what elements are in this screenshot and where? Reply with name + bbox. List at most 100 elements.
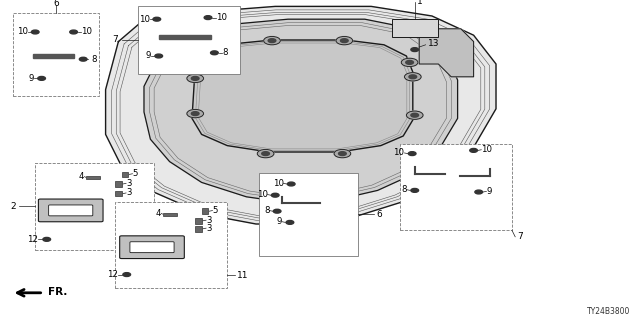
Text: 3: 3: [126, 188, 132, 197]
Polygon shape: [106, 6, 496, 224]
FancyBboxPatch shape: [38, 199, 103, 222]
Circle shape: [38, 76, 45, 80]
Text: 10: 10: [81, 28, 92, 36]
Polygon shape: [192, 40, 413, 152]
FancyBboxPatch shape: [49, 205, 93, 216]
Bar: [195, 226, 202, 232]
Text: 5: 5: [132, 169, 138, 178]
Text: 13: 13: [428, 39, 439, 48]
Polygon shape: [33, 54, 74, 58]
Circle shape: [257, 149, 274, 158]
Text: 10: 10: [257, 190, 268, 199]
Text: FR.: FR.: [48, 287, 67, 297]
Circle shape: [340, 39, 348, 43]
Bar: [138, 6, 240, 74]
Circle shape: [470, 148, 477, 152]
Circle shape: [187, 109, 204, 118]
Text: 9: 9: [486, 187, 492, 196]
Text: 10: 10: [481, 145, 492, 154]
Circle shape: [286, 220, 294, 224]
Bar: [13, 13, 99, 96]
Circle shape: [339, 152, 346, 156]
Text: 4: 4: [79, 172, 84, 181]
Circle shape: [411, 113, 419, 117]
Circle shape: [191, 76, 199, 80]
Bar: [259, 173, 358, 256]
Circle shape: [411, 48, 419, 52]
Polygon shape: [419, 29, 474, 77]
Text: 6: 6: [53, 0, 59, 8]
Circle shape: [406, 111, 423, 119]
Text: 11: 11: [237, 271, 248, 280]
Text: 6: 6: [376, 210, 382, 219]
Text: 7: 7: [113, 36, 118, 44]
Circle shape: [191, 112, 199, 116]
Circle shape: [411, 188, 419, 192]
Polygon shape: [159, 35, 211, 39]
Text: TY24B3800: TY24B3800: [587, 307, 630, 316]
Text: 3: 3: [206, 216, 212, 225]
FancyBboxPatch shape: [130, 242, 174, 252]
Text: 10: 10: [139, 15, 150, 24]
Circle shape: [31, 30, 39, 34]
Text: 8: 8: [401, 185, 407, 194]
Text: 9: 9: [277, 217, 282, 226]
Text: 3: 3: [126, 179, 132, 188]
Text: 10: 10: [17, 28, 28, 36]
Circle shape: [153, 17, 161, 21]
Text: 9: 9: [146, 52, 151, 60]
Text: 10: 10: [216, 13, 227, 22]
Circle shape: [155, 54, 163, 58]
Text: 5: 5: [212, 206, 218, 215]
Text: 8: 8: [264, 206, 269, 215]
Bar: [202, 208, 208, 214]
Circle shape: [401, 58, 418, 67]
Circle shape: [262, 152, 269, 156]
Circle shape: [70, 30, 77, 34]
Circle shape: [273, 209, 281, 213]
Circle shape: [287, 182, 295, 186]
Bar: [392, 19, 438, 37]
Bar: [195, 218, 202, 224]
Circle shape: [123, 273, 131, 276]
Circle shape: [268, 39, 276, 43]
Circle shape: [264, 36, 280, 45]
Circle shape: [187, 74, 204, 83]
Polygon shape: [144, 19, 458, 203]
Circle shape: [204, 16, 212, 20]
FancyBboxPatch shape: [120, 236, 184, 259]
Text: 10: 10: [394, 148, 404, 157]
Text: 2: 2: [10, 202, 16, 211]
Bar: [35, 163, 154, 250]
Circle shape: [475, 190, 483, 194]
Circle shape: [43, 237, 51, 241]
Circle shape: [79, 57, 87, 61]
Text: 8: 8: [222, 48, 228, 57]
Circle shape: [196, 58, 213, 67]
Bar: [115, 202, 227, 288]
Circle shape: [409, 75, 417, 79]
Circle shape: [406, 60, 413, 64]
Text: 1: 1: [417, 0, 422, 6]
Bar: [122, 172, 128, 177]
Circle shape: [201, 60, 209, 64]
Text: 12: 12: [28, 235, 38, 244]
Circle shape: [334, 149, 351, 158]
Bar: [86, 176, 100, 179]
Text: 10: 10: [273, 179, 284, 188]
Text: 4: 4: [156, 209, 161, 218]
Text: 3: 3: [206, 224, 212, 233]
Bar: [115, 191, 122, 196]
Bar: [163, 213, 177, 216]
Text: 7: 7: [517, 232, 523, 241]
Circle shape: [336, 36, 353, 45]
Text: 9: 9: [29, 74, 34, 83]
Bar: [400, 144, 512, 230]
Circle shape: [408, 152, 416, 156]
Bar: [115, 181, 122, 187]
Circle shape: [271, 193, 279, 197]
Text: 8: 8: [91, 55, 97, 64]
Circle shape: [211, 51, 218, 55]
Circle shape: [404, 73, 421, 81]
Text: 12: 12: [108, 270, 118, 279]
